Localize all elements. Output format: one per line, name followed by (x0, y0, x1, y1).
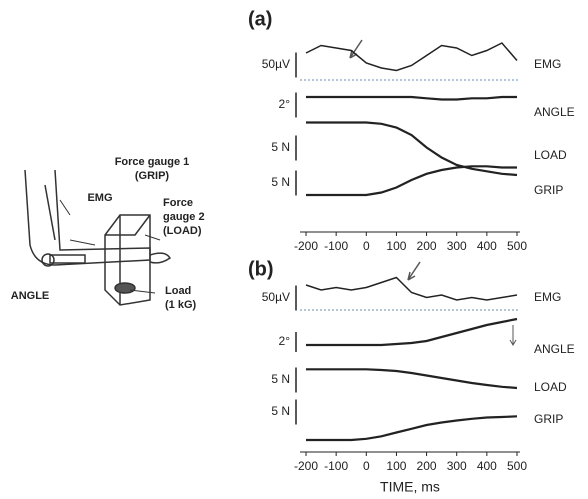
x-axis-label: TIME, ms (380, 479, 440, 495)
legend-label: ANGLE (534, 105, 575, 119)
trace (305, 42, 518, 72)
scale-label: 5 N (271, 140, 290, 154)
arm-diagram (24, 169, 172, 306)
legend-label: LOAD (534, 148, 567, 162)
trace (306, 121, 518, 177)
x-tick-label: 100 (386, 239, 406, 253)
trace (305, 276, 518, 301)
arrow (407, 261, 421, 281)
diagram-label: EMG (87, 192, 112, 204)
scale-label: 5 N (271, 372, 290, 386)
x-tick-label: 200 (417, 459, 437, 473)
scale-label: 5 N (271, 404, 290, 418)
diagram-label: (1 kG) (165, 299, 197, 311)
scale-label: 2° (279, 97, 291, 111)
scale-label: 5 N (271, 175, 290, 189)
muscle (44, 184, 56, 241)
x-tick-label: 0 (363, 459, 370, 473)
x-tick-label: 200 (417, 239, 437, 253)
panel-label: (a) (248, 8, 272, 30)
trace (306, 415, 518, 442)
legend-label: EMG (534, 57, 561, 71)
diagram-label: Force gauge 1 (115, 156, 190, 168)
leader-lines (59, 199, 161, 294)
x-tick-label: -200 (294, 239, 318, 253)
x-tick-label: -100 (324, 459, 348, 473)
diagram-label: ANGLE (11, 290, 50, 302)
x-tick-label: 500 (507, 239, 527, 253)
diagram-label: (GRIP) (135, 170, 170, 182)
scale-label: 50µV (262, 290, 290, 304)
arm (24, 169, 151, 266)
panel-label: (b) (248, 258, 274, 280)
x-tick-label: 400 (477, 239, 497, 253)
trace (306, 95, 517, 101)
joint (41, 253, 55, 267)
goniometer (49, 254, 86, 264)
scale-label: 50µV (262, 57, 290, 71)
x-tick-label: 300 (447, 239, 467, 253)
diagram-label: Force (163, 197, 193, 209)
trace (306, 368, 518, 390)
trace (306, 317, 518, 347)
x-tick-label: 300 (447, 459, 467, 473)
x-tick-label: -200 (294, 459, 318, 473)
hand (149, 252, 172, 264)
diagram-label: (LOAD) (163, 225, 202, 237)
legend-label: EMG (534, 290, 561, 304)
legend-label: LOAD (534, 380, 567, 394)
x-tick-label: 500 (507, 459, 527, 473)
scale-label: 2° (279, 334, 291, 348)
trace (306, 165, 517, 197)
arrow (509, 325, 517, 346)
x-tick-label: -100 (324, 239, 348, 253)
x-tick-label: 0 (363, 239, 370, 253)
legend-label: ANGLE (534, 342, 575, 356)
diagram-label: Load (165, 285, 191, 297)
load-weight (114, 282, 136, 294)
x-tick-label: 400 (477, 459, 497, 473)
legend-label: GRIP (534, 183, 563, 197)
diagram-label: gauge 2 (163, 211, 205, 223)
x-tick-label: 100 (386, 459, 406, 473)
legend-label: GRIP (534, 412, 563, 426)
